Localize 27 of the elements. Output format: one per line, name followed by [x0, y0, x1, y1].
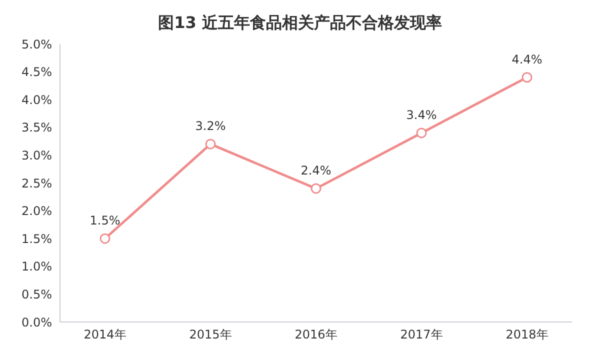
- data-label: 3.2%: [195, 119, 226, 134]
- y-tick-label: 0.5%: [22, 287, 52, 302]
- chart-title: 图13 近五年食品相关产品不合格发现率: [157, 12, 443, 34]
- point: [522, 72, 532, 83]
- y-tick-label: 3.5%: [22, 120, 52, 135]
- y-tick-label: 0.0%: [22, 315, 52, 330]
- data-label: 3.4%: [406, 108, 437, 122]
- x-tick-label: 2017年: [400, 328, 443, 342]
- point: [416, 128, 427, 138]
- x-tick-label: 2016年: [294, 328, 338, 342]
- data-label: 4.4%: [512, 52, 542, 66]
- y-tick-label: 1.5%: [22, 232, 52, 246]
- x-tick-label: 2014年: [84, 328, 126, 342]
- y-tick-label: 4.5%: [22, 65, 52, 80]
- point: [205, 138, 216, 150]
- data-label: 2.4%: [300, 164, 332, 178]
- data-label: 1.5%: [90, 214, 120, 228]
- point: [310, 183, 322, 194]
- y-tick-label: 3.0%: [22, 148, 52, 162]
- y-tick-label: 2.0%: [22, 204, 52, 218]
- y-tick-label: 1.0%: [22, 260, 52, 274]
- x-tick-label: 2015年: [189, 328, 232, 342]
- x-tick-label: 2018年: [506, 328, 548, 342]
- y-tick-label: 2.5%: [22, 176, 52, 190]
- y-tick-label: 5.0%: [22, 37, 52, 52]
- point: [100, 233, 110, 244]
- y-tick-label: 4.0%: [22, 92, 52, 107]
